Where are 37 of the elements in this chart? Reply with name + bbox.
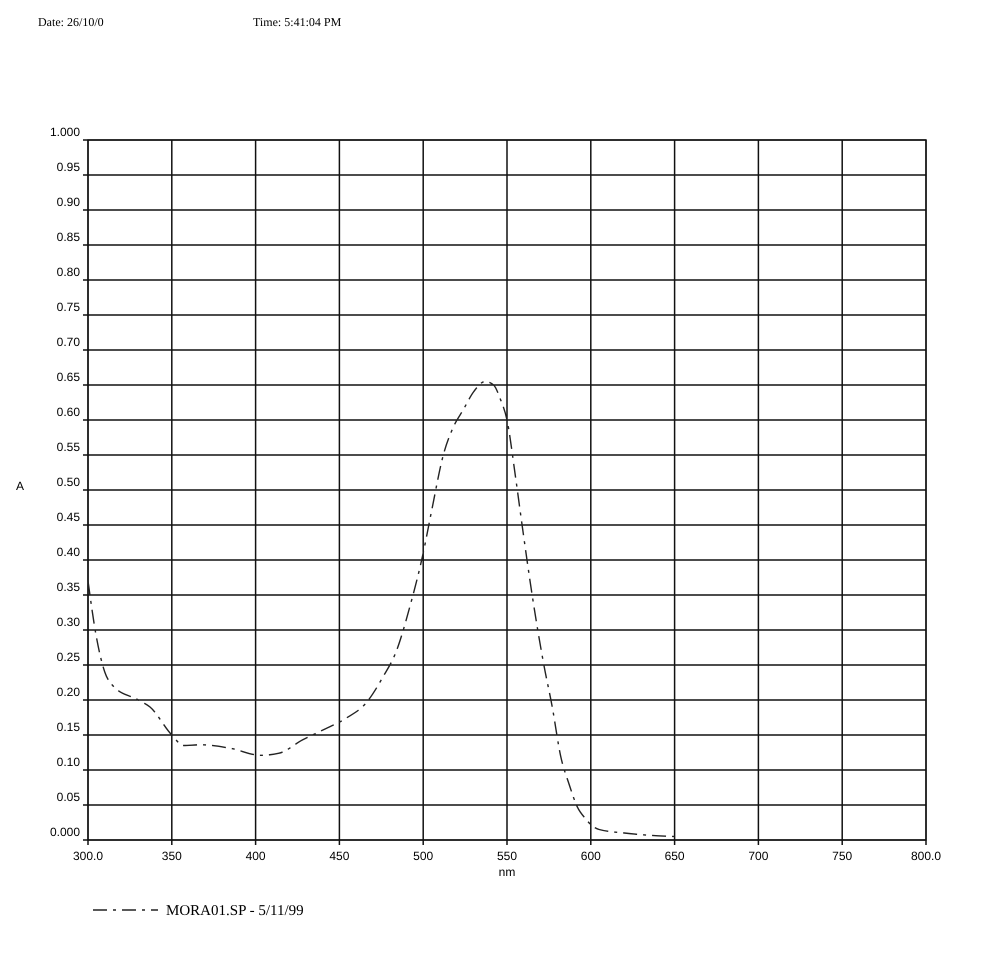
legend-label: MORA01.SP - 5/11/99	[166, 903, 304, 919]
y-tick-label: 0.90	[56, 195, 80, 209]
x-tick-label: 800.0	[910, 849, 942, 863]
x-tick-label: 300.0	[72, 849, 104, 863]
y-tick-label: 0.65	[56, 370, 80, 384]
y-tick-label: 0.80	[56, 265, 80, 279]
x-tick-label: 750	[832, 849, 853, 863]
y-tick-label: 0.60	[56, 405, 80, 419]
y-tick-label: 0.50	[56, 475, 80, 489]
y-tick-label: 0.000	[50, 825, 80, 839]
x-tick-label: 500	[413, 849, 434, 863]
y-tick-label: 0.10	[56, 755, 80, 769]
text: Time: 5:41:04 PM	[253, 15, 342, 29]
x-axis-title: nm	[498, 865, 516, 879]
x-tick-label: 650	[664, 849, 685, 863]
y-tick-label: 0.20	[56, 685, 80, 699]
x-tick-label: 700	[748, 849, 769, 863]
y-tick-label: 0.75	[56, 300, 80, 314]
y-tick-label: 0.05	[56, 790, 80, 804]
y-tick-label: 0.40	[56, 545, 80, 559]
x-tick-label: 450	[329, 849, 350, 863]
x-tick-label: 350	[162, 849, 182, 863]
text: Date: 26/10/0	[38, 15, 104, 29]
y-tick-label: 0.35	[56, 580, 80, 594]
y-tick-label: 0.45	[56, 510, 80, 524]
y-tick-label: 0.85	[56, 230, 80, 244]
x-tick-label: 400	[246, 849, 266, 863]
y-tick-label: 0.30	[56, 615, 80, 629]
y-tick-label: 0.55	[56, 440, 80, 454]
x-tick-label: 600	[580, 849, 602, 863]
y-tick-label: 0.95	[56, 160, 80, 174]
y-tick-label: 1.000	[50, 125, 80, 139]
y-tick-label: 0.70	[56, 335, 80, 349]
y-axis-title: A	[16, 479, 24, 493]
y-tick-label: 0.25	[56, 650, 80, 664]
y-tick-label: 0.15	[56, 720, 80, 734]
x-tick-label: 550	[496, 849, 518, 863]
